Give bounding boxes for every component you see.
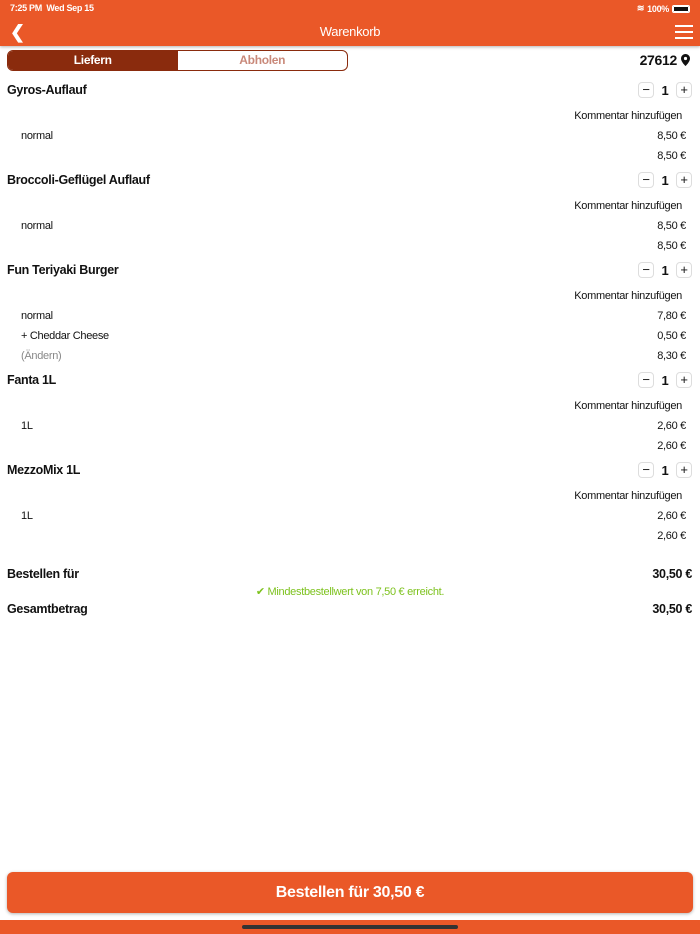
line-price: 0,50 € (657, 330, 686, 342)
line-price: 8,50 € (657, 240, 686, 252)
quantity-value: 1 (661, 372, 669, 388)
add-comment-link[interactable]: Kommentar hinzufügen (574, 200, 682, 212)
item-line: 8,50 € (0, 146, 700, 166)
line-price: 2,60 € (657, 510, 686, 522)
increase-button[interactable]: + (676, 462, 692, 478)
total-value: 30,50 € (652, 602, 692, 616)
line-price: 8,50 € (657, 130, 686, 142)
quantity-stepper: −1 + (638, 462, 692, 478)
line-price: 8,30 € (657, 350, 686, 362)
item-line: 2,60 € (0, 526, 700, 546)
increase-button[interactable]: + (676, 172, 692, 188)
delivery-mode-toggle: Liefern Abholen (7, 50, 348, 71)
increase-button[interactable]: + (676, 262, 692, 278)
item-line: 1L 2,60 € (0, 506, 700, 526)
total-row: Gesamtbetrag 30,50 € (7, 602, 692, 616)
item-name: Gyros-Auflauf (7, 83, 87, 97)
line-label: normal (21, 130, 53, 142)
line-label: 1L (21, 420, 33, 432)
total-label: Gesamtbetrag (7, 602, 88, 616)
time: 7:25 PM (10, 3, 42, 13)
add-comment-link[interactable]: Kommentar hinzufügen (574, 110, 682, 122)
decrease-button[interactable]: − (638, 372, 654, 388)
item-line: 1L 2,60 € (0, 416, 700, 436)
decrease-button[interactable]: − (638, 262, 654, 278)
order-for-value: 30,50 € (652, 567, 692, 581)
cart-item: MezzoMix 1L −1 + Kommentar hinzufügen 1L 2,… (0, 458, 700, 546)
cart-items: Gyros-Auflauf −1 + Kommentar hinzufügen no… (0, 78, 700, 548)
postcode[interactable]: 27612 (640, 52, 690, 68)
line-label: 1L (21, 510, 33, 522)
cart-item: Broccoli-Geflügel Auflauf −1 + Kommentar … (0, 168, 700, 256)
order-for-row: Bestellen für 30,50 € (7, 567, 692, 581)
line-label: normal (21, 310, 53, 322)
item-name: Fun Teriyaki Burger (7, 263, 119, 277)
line-price: 2,60 € (657, 530, 686, 542)
item-line: 8,50 € (0, 236, 700, 256)
battery-level: 100% (647, 3, 669, 14)
item-line: normal 7,80 € (0, 306, 700, 326)
bottom-bar (0, 920, 700, 934)
change-link[interactable]: (Ändern) (21, 350, 62, 362)
add-comment-link[interactable]: Kommentar hinzufügen (574, 290, 682, 302)
line-price: 8,50 € (657, 150, 686, 162)
item-line: normal 8,50 € (0, 126, 700, 146)
status-time: 7:25 PM Wed Sep 15 (10, 3, 94, 13)
item-name: Fanta 1L (7, 373, 56, 387)
line-label: normal (21, 220, 53, 232)
item-line: (Ändern) 8,30 € (0, 346, 700, 366)
check-icon: ✔ (255, 586, 265, 598)
quantity-value: 1 (661, 262, 669, 278)
quantity-stepper: −1 + (638, 372, 692, 388)
postcode-value: 27612 (639, 52, 678, 68)
increase-button[interactable]: + (676, 82, 692, 98)
line-label: + Cheddar Cheese (21, 330, 109, 342)
date: Wed Sep 15 (46, 3, 94, 13)
location-pin-icon (681, 54, 690, 66)
item-line: 2,60 € (0, 436, 700, 456)
quantity-value: 1 (661, 462, 669, 478)
line-price: 7,80 € (657, 310, 686, 322)
order-for-label: Bestellen für (7, 567, 79, 581)
order-button[interactable]: Bestellen für 30,50 € (7, 872, 693, 913)
quantity-value: 1 (661, 82, 669, 98)
wifi-icon: ≋ (636, 3, 645, 13)
add-comment-link[interactable]: Kommentar hinzufügen (574, 400, 682, 412)
page-title: Warenkorb (319, 24, 381, 39)
increase-button[interactable]: + (676, 372, 692, 388)
decrease-button[interactable]: − (638, 462, 654, 478)
decrease-button[interactable]: − (638, 82, 654, 98)
battery-icon (672, 4, 690, 13)
tab-liefern[interactable]: Liefern (8, 51, 178, 70)
home-indicator[interactable] (242, 925, 458, 929)
line-price: 2,60 € (657, 420, 686, 432)
menu-icon[interactable] (675, 25, 693, 43)
tab-abholen[interactable]: Abholen (239, 53, 286, 67)
cart-item: Gyros-Auflauf −1 + Kommentar hinzufügen no… (0, 78, 700, 166)
quantity-stepper: −1 + (638, 172, 692, 188)
quantity-stepper: −1 + (638, 82, 692, 98)
nav-bar: 7:25 PM Wed Sep 15 ≋ 100% ❮ Warenkorb (0, 0, 700, 46)
item-line: normal 8,50 € (0, 216, 700, 236)
item-name: MezzoMix 1L (7, 463, 81, 477)
line-price: 2,60 € (657, 440, 686, 452)
cart-item: Fun Teriyaki Burger −1 + Kommentar hinzuf… (0, 258, 700, 366)
quantity-value: 1 (661, 172, 669, 188)
quantity-stepper: −1 + (638, 262, 692, 278)
add-comment-link[interactable]: Kommentar hinzufügen (574, 490, 682, 502)
line-price: 8,50 € (657, 220, 686, 232)
item-line: + Cheddar Cheese 0,50 € (0, 326, 700, 346)
min-order-text: Mindestbestellwert von 7,50 € erreicht. (267, 586, 445, 598)
min-order-notice: ✔ Mindestbestellwert von 7,50 € erreicht… (0, 585, 700, 598)
cart-item: Fanta 1L −1 + Kommentar hinzufügen 1L 2,60 … (0, 368, 700, 456)
back-button[interactable]: ❮ (10, 22, 25, 42)
item-name: Broccoli-Geflügel Auflauf (7, 173, 150, 187)
status-right: ≋ 100% (637, 3, 690, 14)
decrease-button[interactable]: − (638, 172, 654, 188)
